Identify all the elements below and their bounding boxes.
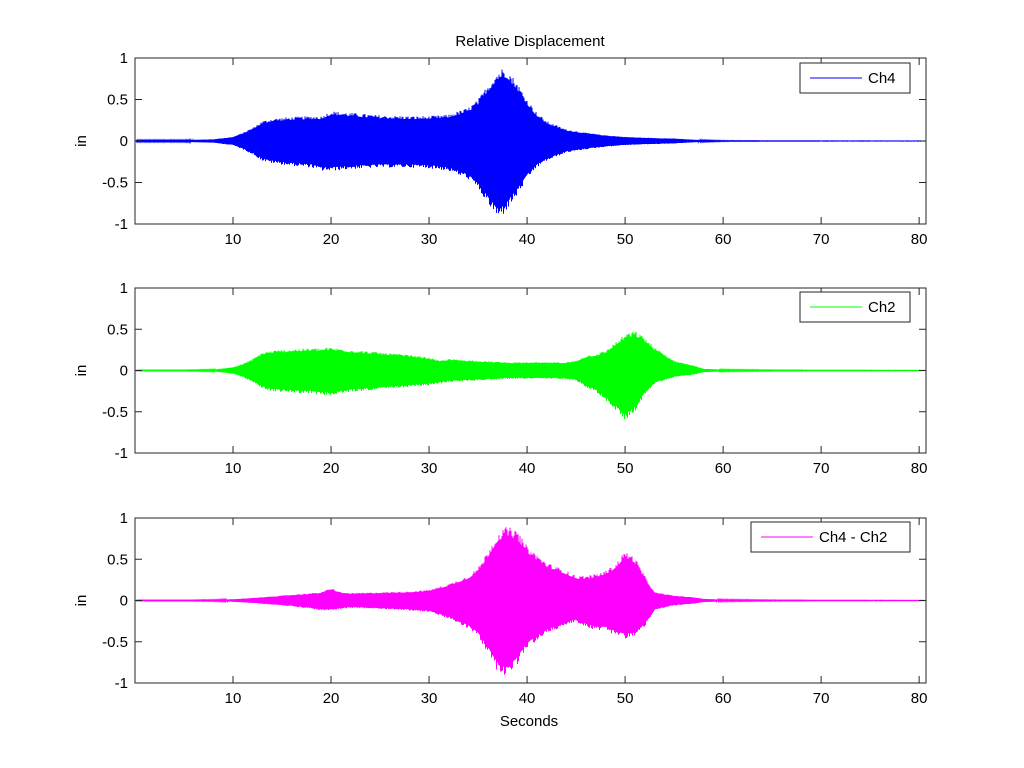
y-tick-label: 0.5 xyxy=(107,92,128,109)
x-tick-label: 60 xyxy=(715,690,732,707)
y-tick-label: 0.5 xyxy=(107,321,128,338)
y-tick-label: 1 xyxy=(120,50,128,67)
y-tick-label: -1 xyxy=(115,675,128,692)
legend: Ch2 xyxy=(799,291,911,323)
x-tick-label: 20 xyxy=(323,231,340,248)
x-tick-label: 10 xyxy=(225,231,242,248)
y-tick-label: -0.5 xyxy=(102,404,128,421)
y-tick-label: 1 xyxy=(120,280,128,297)
y-tick-label: 1 xyxy=(120,510,128,527)
signal-fill xyxy=(136,77,925,209)
x-tick-label: 80 xyxy=(911,231,928,248)
y-tick-label: -1 xyxy=(115,445,128,462)
y-axis-label: in xyxy=(73,595,90,607)
subplot-ch2: 10 20 30 40 50 60 70 80 -1 -0.5 0 0.5 1 in Ch2 xyxy=(73,280,927,477)
x-tick-label: 70 xyxy=(813,690,830,707)
x-tick-label: 60 xyxy=(715,460,732,477)
x-tick-label: 50 xyxy=(617,231,634,248)
x-tick-label: 30 xyxy=(421,460,438,477)
y-tick-label: -0.5 xyxy=(102,634,128,651)
signal-fill xyxy=(136,535,925,668)
x-tick-label: 50 xyxy=(617,690,634,707)
y-tick-label: 0 xyxy=(120,363,128,380)
legend: Ch4 - Ch2 xyxy=(750,521,911,553)
x-tick-label: 60 xyxy=(715,231,732,248)
y-tick-label: 0.5 xyxy=(107,551,128,568)
y-axis-label: in xyxy=(73,135,90,147)
legend-label: Ch4 - Ch2 xyxy=(819,529,887,546)
y-axis-label: in xyxy=(73,365,90,377)
subplot-ch4-minus-ch2: 10 20 30 40 50 60 70 80 -1 -0.5 0 0.5 1 in Ch4 - Ch2 xyxy=(73,510,927,707)
x-tick-label: 70 xyxy=(813,460,830,477)
x-tick-label: 80 xyxy=(911,690,928,707)
x-tick-label: 40 xyxy=(519,690,536,707)
x-tick-label: 50 xyxy=(617,460,634,477)
legend-label: Ch4 xyxy=(868,70,896,87)
x-tick-label: 70 xyxy=(813,231,830,248)
x-axis-label: Seconds xyxy=(500,713,558,730)
x-tick-label: 80 xyxy=(911,460,928,477)
y-tick-label: 0 xyxy=(120,133,128,150)
legend: Ch4 xyxy=(799,62,911,94)
signal-fill xyxy=(136,335,925,414)
chart-title: Relative Displacement xyxy=(455,33,605,50)
x-tick-label: 30 xyxy=(421,231,438,248)
legend-label: Ch2 xyxy=(868,299,896,316)
x-tick-label: 10 xyxy=(225,460,242,477)
x-tick-label: 20 xyxy=(323,690,340,707)
x-tick-label: 40 xyxy=(519,460,536,477)
x-tick-label: 10 xyxy=(225,690,242,707)
x-tick-label: 30 xyxy=(421,690,438,707)
y-tick-label: -1 xyxy=(115,216,128,233)
x-tick-label: 40 xyxy=(519,231,536,248)
x-tick-label: 20 xyxy=(323,460,340,477)
y-tick-label: 0 xyxy=(120,593,128,610)
subplot-ch4: 10 20 30 40 50 60 70 80 -1 -0.5 0 0.5 1 in Ch4 xyxy=(73,50,927,248)
y-tick-label: -0.5 xyxy=(102,175,128,192)
